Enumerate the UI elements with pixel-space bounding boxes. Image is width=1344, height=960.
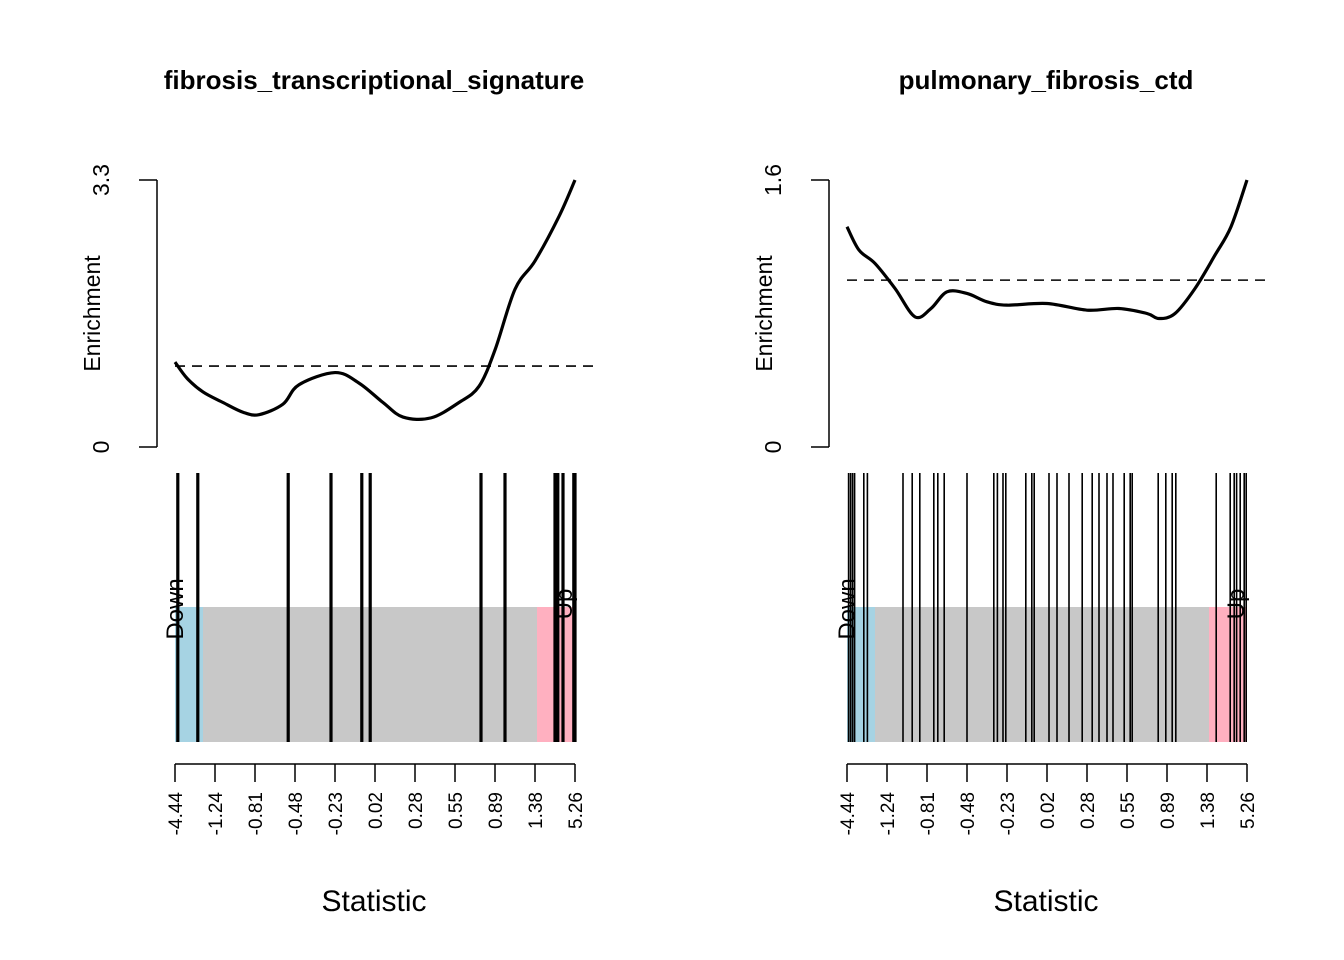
y-tick-label: 3.3 [88, 164, 114, 196]
x-axis-label: Statistic [321, 885, 426, 918]
up-label: Up [551, 589, 578, 620]
x-tick-label: 0.02 [366, 792, 387, 829]
chart-title: fibrosis_transcriptional_signature [164, 65, 584, 95]
x-tick-label: -0.48 [958, 792, 979, 835]
y-tick-label: 0 [88, 441, 114, 454]
x-tick-label: 0.89 [1158, 792, 1179, 829]
x-tick-label: 0.89 [486, 792, 507, 829]
middle-band [875, 607, 1209, 742]
x-tick-label: 0.28 [406, 792, 427, 829]
x-tick-label: 5.26 [566, 792, 587, 829]
x-tick-label: 0.55 [446, 792, 467, 829]
x-tick-label: -0.23 [998, 792, 1019, 835]
y-tick-label: 1.6 [760, 164, 786, 196]
chart-title: pulmonary_fibrosis_ctd [899, 65, 1194, 95]
x-tick-label: 5.26 [1238, 792, 1259, 829]
down-band [847, 607, 875, 742]
y-tick-label: 0 [760, 441, 786, 454]
enrichment-curve [845, 179, 1249, 321]
down-label: Down [834, 578, 861, 639]
x-tick-label: 1.38 [1198, 792, 1219, 829]
x-tick-label: 0.55 [1118, 792, 1139, 829]
x-tick-label: -1.24 [206, 792, 227, 836]
x-tick-label: 0.28 [1078, 792, 1099, 829]
enrichment-curve [173, 179, 577, 421]
x-tick-label: -4.44 [838, 792, 859, 836]
x-tick-label: -0.81 [918, 792, 939, 835]
x-tick-label: 1.38 [526, 792, 547, 829]
x-axis-label: Statistic [993, 885, 1098, 918]
x-tick-label: -4.44 [166, 792, 187, 836]
x-tick-label: -0.81 [246, 792, 267, 835]
down-label: Down [162, 578, 189, 639]
panel-fibrosis-transcriptional-signature: fibrosis_transcriptional_signature 0 3.3 En… [79, 65, 593, 918]
x-tick-label: -0.48 [286, 792, 307, 835]
x-tick-label: -0.23 [326, 792, 347, 835]
panel-pulmonary-fibrosis-ctd: pulmonary_fibrosis_ctd 0 1.6 Enrichment Down… [751, 65, 1265, 918]
up-label: Up [1223, 589, 1250, 620]
y-axis-label: Enrichment [751, 255, 777, 372]
x-tick-label: 0.02 [1038, 792, 1059, 829]
y-axis-label: Enrichment [79, 255, 105, 372]
x-tick-label: -1.24 [878, 792, 899, 836]
up-band [1209, 607, 1247, 742]
